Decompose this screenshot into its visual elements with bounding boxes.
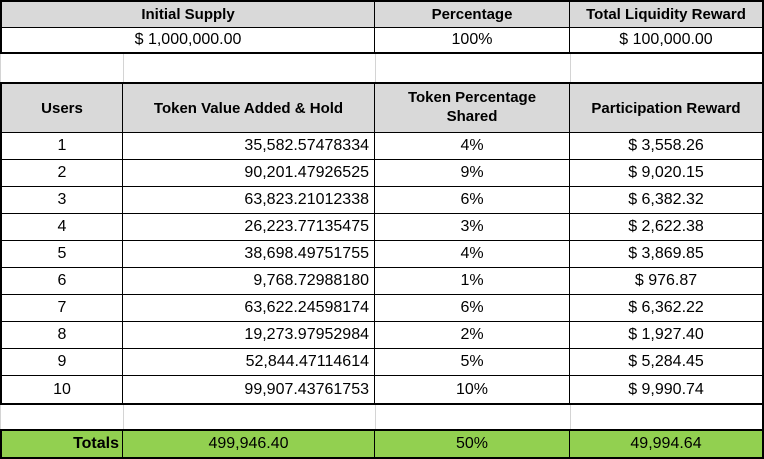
user-cell[interactable]: 5: [2, 241, 123, 268]
token-value-cell[interactable]: 19,273.97952984: [123, 322, 375, 349]
reward-cell[interactable]: $ 9,020.15: [570, 160, 762, 187]
reward-cell[interactable]: $ 6,362.22: [570, 295, 762, 322]
reward-cell[interactable]: $ 976.87: [570, 268, 762, 295]
summary-value-total-liquidity-reward[interactable]: $ 100,000.00: [619, 31, 713, 48]
user-cell[interactable]: 8: [2, 322, 123, 349]
summary-value-percentage[interactable]: 100%: [375, 28, 570, 52]
token-value-cell[interactable]: 63,622.24598174: [123, 295, 375, 322]
user-cell[interactable]: 9: [2, 349, 123, 376]
totals-token-value-cell[interactable]: 499,946.40: [123, 431, 375, 457]
token-pct-cell[interactable]: 3%: [375, 214, 570, 241]
reward-cell[interactable]: $ 2,622.38: [570, 214, 762, 241]
totals-label-cell[interactable]: Totals: [2, 431, 123, 457]
totals-reward-cell[interactable]: 49,994.64: [570, 431, 762, 457]
user-cell[interactable]: 10: [2, 376, 123, 403]
token-value-cell[interactable]: 99,907.43761753: [123, 376, 375, 403]
token-pct-cell[interactable]: 4%: [375, 241, 570, 268]
totals-pct-cell[interactable]: 50%: [375, 431, 570, 457]
token-pct-cell[interactable]: 2%: [375, 322, 570, 349]
reward-cell[interactable]: $ 3,558.26: [570, 133, 762, 160]
summary-header-initial-supply[interactable]: Initial Supply: [2, 2, 375, 28]
token-value-cell[interactable]: 52,844.47114614: [123, 349, 375, 376]
summary-header-percentage[interactable]: Percentage: [375, 2, 570, 28]
token-value-cell[interactable]: 63,823.21012338: [123, 187, 375, 214]
gridline: [0, 54, 1, 82]
user-cell[interactable]: 1: [2, 133, 123, 160]
sheet-gap-row: [0, 405, 764, 429]
token-value-cell[interactable]: 38,698.49751755: [123, 241, 375, 268]
user-cell[interactable]: 3: [2, 187, 123, 214]
token-pct-cell[interactable]: 4%: [375, 133, 570, 160]
token-pct-cell[interactable]: 5%: [375, 349, 570, 376]
token-pct-cell[interactable]: 9%: [375, 160, 570, 187]
participation-header-token-percentage-shared[interactable]: Token Percentage Shared: [375, 84, 570, 133]
summary-table: Initial Supply Percentage Total Liquidit…: [0, 0, 764, 54]
token-value-cell[interactable]: 90,201.47926525: [123, 160, 375, 187]
token-value-cell[interactable]: 9,768.72988180: [123, 268, 375, 295]
outer-border-segment: [762, 405, 764, 429]
gridline: [375, 54, 376, 82]
token-value-cell[interactable]: 35,582.57478334: [123, 133, 375, 160]
participation-header-participation-reward[interactable]: Participation Reward: [570, 84, 762, 133]
sheet-gap-row: [0, 54, 764, 82]
gridline: [375, 405, 376, 429]
totals-row: Totals 499,946.40 50% 49,994.64: [0, 429, 764, 459]
user-cell[interactable]: 4: [2, 214, 123, 241]
participation-header-users[interactable]: Users: [2, 84, 123, 133]
user-cell[interactable]: 2: [2, 160, 123, 187]
token-value-cell[interactable]: 26,223.77135475: [123, 214, 375, 241]
participation-header-token-value[interactable]: Token Value Added & Hold: [123, 84, 375, 133]
reward-cell[interactable]: $ 9,990.74: [628, 380, 704, 398]
header-label: Token Percentage Shared: [407, 89, 537, 125]
participation-table: Users Token Value Added & Hold Token Per…: [0, 82, 764, 405]
summary-header-total-liquidity-reward[interactable]: Total Liquidity Reward: [570, 2, 762, 28]
outer-border-segment: [762, 54, 764, 82]
gridline: [0, 405, 1, 429]
reward-cell[interactable]: $ 6,382.32: [570, 187, 762, 214]
gridline: [570, 405, 571, 429]
gridline: [123, 54, 124, 82]
summary-value-initial-supply[interactable]: $ 1,000,000.00: [2, 28, 375, 52]
gridline: [123, 405, 124, 429]
reward-cell[interactable]: $ 5,284.45: [570, 349, 762, 376]
gridline: [570, 54, 571, 82]
token-pct-cell[interactable]: 10%: [375, 376, 570, 403]
reward-cell[interactable]: $ 3,869.85: [570, 241, 762, 268]
token-pct-cell[interactable]: 6%: [375, 295, 570, 322]
user-cell[interactable]: 7: [2, 295, 123, 322]
reward-cell[interactable]: $ 1,927.40: [570, 322, 762, 349]
token-pct-cell[interactable]: 1%: [375, 268, 570, 295]
user-cell[interactable]: 6: [2, 268, 123, 295]
token-pct-cell[interactable]: 6%: [375, 187, 570, 214]
